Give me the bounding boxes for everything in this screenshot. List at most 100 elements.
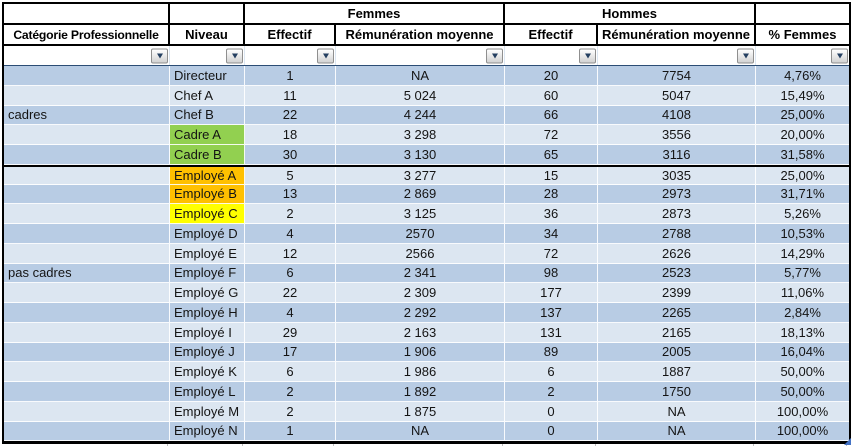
cell-pct-femmes[interactable]: 5,77% [756,264,849,284]
cell-effectif-femmes[interactable]: 13 [245,184,336,205]
cell-remuneration-femmes[interactable]: 2 341 [336,263,505,284]
cell-effectif-hommes[interactable]: 36 [505,204,598,224]
filter-dropdown-column7[interactable] [831,48,848,63]
cell-categorie[interactable] [4,85,170,106]
cell-remuneration-femmes[interactable]: 4 244 [336,105,505,126]
cell-effectif-femmes[interactable]: 2 [245,382,336,402]
cell-categorie[interactable] [4,401,170,422]
cell-remuneration-femmes[interactable]: 1 875 [336,401,505,422]
cell-remuneration-hommes[interactable]: 2005 [598,342,756,363]
cell-niveau[interactable]: Chef A [170,85,245,106]
cell-effectif-hommes[interactable]: 6 [505,362,598,382]
cell-niveau[interactable]: Employé G [170,283,245,303]
cell-effectif-femmes[interactable]: 22 [245,283,336,303]
cell-effectif-femmes[interactable]: 1 [245,421,336,442]
cell-effectif-femmes[interactable]: 30 [245,145,336,165]
cell-effectif-hommes[interactable]: 2 [505,382,598,402]
cell-niveau[interactable]: Employé M [170,401,245,422]
cell-effectif-femmes[interactable]: 5 [245,166,336,185]
filter-dropdown-column1[interactable] [151,48,168,63]
cell-effectif-hommes[interactable]: 98 [505,263,598,284]
cell-effectif-hommes[interactable]: 0 [505,401,598,422]
cell-remuneration-hommes[interactable]: 2873 [598,204,756,224]
cell-niveau[interactable]: Employé I [170,322,245,343]
cell-effectif-hommes[interactable]: 65 [505,145,598,165]
cell-remuneration-hommes[interactable]: 2626 [598,243,756,264]
cell-remuneration-hommes[interactable]: NA [598,421,756,442]
cell-categorie[interactable] [4,66,170,86]
cell-niveau[interactable]: Employé K [170,362,245,382]
cell-effectif-hommes[interactable]: 89 [505,342,598,363]
cell-niveau[interactable]: Employé J [170,342,245,363]
cell-pct-femmes[interactable]: 25,00% [756,106,849,126]
cell-effectif-hommes[interactable]: 72 [505,125,598,145]
cell-effectif-femmes[interactable]: 17 [245,342,336,363]
header-pct-femmes[interactable]: % Femmes [768,27,837,42]
cell-remuneration-hommes[interactable]: 2399 [598,283,756,303]
cell-remuneration-hommes[interactable]: 2788 [598,224,756,244]
filter-dropdown-column2[interactable] [226,48,243,63]
cell-niveau[interactable]: Employé E [170,243,245,264]
cell-remuneration-femmes[interactable]: 2570 [336,224,505,244]
cell-pct-femmes[interactable]: 5,26% [756,204,849,224]
header-remuneration-femmes[interactable]: Rémunération moyenne [336,25,505,44]
cell-pct-femmes[interactable]: 15,49% [756,86,849,106]
header-niveau[interactable]: Niveau [170,25,245,44]
cell-pct-femmes[interactable]: 20,00% [756,125,849,145]
cell-niveau[interactable]: Employé F [170,263,245,284]
cell-categorie[interactable] [4,322,170,343]
filter-header-column7[interactable]: Column7 [756,46,849,65]
cell-remuneration-femmes[interactable]: 1 892 [336,382,505,402]
cell-pct-femmes[interactable]: 11,06% [756,283,849,303]
header-effectif-hommes[interactable]: Effectif [505,25,598,44]
cell-pct-femmes[interactable]: 50,00% [756,382,849,402]
cell-pct-femmes[interactable]: 16,04% [756,343,849,363]
cell-pct-femmes[interactable]: 4,76% [756,66,849,86]
cell-pct-femmes[interactable]: 50,00% [756,362,849,382]
cell-remuneration-hommes[interactable]: 3035 [598,166,756,185]
cell-categorie[interactable] [4,145,170,165]
cell-categorie[interactable] [4,224,170,244]
cell-effectif-hommes[interactable]: 177 [505,283,598,303]
cell-effectif-hommes[interactable]: 137 [505,303,598,323]
filter-header-column5[interactable]: Column5 [505,46,598,65]
cell-remuneration-femmes[interactable]: 2 869 [336,184,505,205]
filter-dropdown-column5[interactable] [579,48,596,63]
filter-header-column4[interactable]: Column4 [336,46,505,65]
cell-categorie[interactable] [4,125,170,145]
filter-dropdown-column4[interactable] [486,48,503,63]
cell-remuneration-hommes[interactable]: 2523 [598,263,756,284]
cell-categorie[interactable] [4,283,170,303]
cell-categorie[interactable] [4,362,170,382]
cell-pct-femmes[interactable]: 14,29% [756,244,849,264]
cell-pct-femmes[interactable]: 18,13% [756,323,849,343]
hommes-group-header[interactable]: Hommes [505,4,756,23]
cell-categorie[interactable] [4,382,170,402]
cell-remuneration-hommes[interactable]: 3116 [598,145,756,165]
cell-remuneration-hommes[interactable]: 5047 [598,85,756,106]
cell-niveau[interactable]: Employé L [170,382,245,402]
femmes-group-header[interactable]: Femmes [245,4,505,23]
cell-effectif-femmes[interactable]: 11 [245,85,336,106]
cell-effectif-hommes[interactable]: 131 [505,322,598,343]
cell-pct-femmes[interactable]: 2,84% [756,303,849,323]
cell-remuneration-hommes[interactable]: 4108 [598,105,756,126]
cell-categorie[interactable]: pas cadres [4,263,170,284]
table-resize-handle[interactable] [844,438,851,445]
cell-remuneration-femmes[interactable]: 2 163 [336,322,505,343]
cell-remuneration-femmes[interactable]: 3 298 [336,125,505,145]
cell-remuneration-femmes[interactable]: 3 277 [336,166,505,185]
cell-niveau[interactable]: Cadre A [170,125,245,145]
cell-effectif-femmes[interactable]: 2 [245,204,336,224]
cell-categorie[interactable] [4,303,170,323]
cell-effectif-femmes[interactable]: 6 [245,362,336,382]
cell-categorie[interactable] [4,204,170,224]
cell-remuneration-femmes[interactable]: 1 906 [336,342,505,363]
filter-dropdown-column6[interactable] [737,48,754,63]
cell-remuneration-hommes[interactable]: NA [598,401,756,422]
header-effectif-femmes[interactable]: Effectif [245,25,336,44]
cell-remuneration-femmes[interactable]: NA [336,66,505,86]
cell-remuneration-femmes[interactable]: 5 024 [336,85,505,106]
cell-remuneration-femmes[interactable]: 2 292 [336,303,505,323]
filter-dropdown-column3[interactable] [317,48,334,63]
